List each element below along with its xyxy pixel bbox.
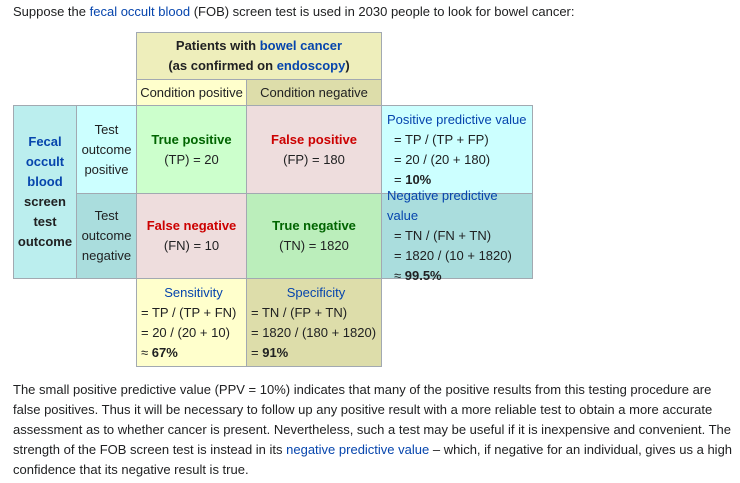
- npv-result: ≈ 99.5%: [387, 266, 442, 286]
- ppv-calc: = 20 / (20 + 180): [394, 151, 491, 167]
- outcome-word: outcome: [17, 234, 73, 249]
- npv-formula: = TN / (FN + TN): [394, 228, 492, 243]
- bowel-cancer-link[interactable]: bowel cancer: [259, 38, 343, 53]
- condition-positive-label: Condition positive: [140, 84, 243, 100]
- condition-positive-header: Condition positive: [136, 79, 247, 106]
- true-negative-label: True negative: [272, 218, 356, 233]
- condition-negative-header: Condition negative: [246, 79, 382, 106]
- test-neg-line3: negative: [81, 248, 132, 263]
- occult-link[interactable]: occult: [25, 154, 65, 169]
- false-negative-value: (FN) = 10: [163, 238, 220, 253]
- fecal-occult-blood-link[interactable]: fecal occult blood: [89, 4, 191, 19]
- ppv-result-value: 10%: [405, 171, 432, 187]
- specificity-formula: = TN / (FP + TN): [251, 304, 348, 320]
- false-positive-value: (FP) = 180: [283, 151, 345, 167]
- intro-before: Suppose the: [13, 4, 90, 19]
- header-line1-text: Patients with: [175, 38, 260, 53]
- test-outcome-positive-header: Test outcome positive: [76, 105, 137, 194]
- header-line2-text: (as confirmed on: [168, 58, 277, 73]
- condition-negative-label: Condition negative: [260, 84, 368, 100]
- patients-header-cell: Patients with bowel cancer (as confirmed…: [136, 32, 382, 80]
- test-pos-line3: positive: [84, 161, 129, 177]
- fecal-link[interactable]: Fecal: [28, 134, 62, 149]
- test-neg-line1: Test: [94, 208, 119, 223]
- false-negative-label: False negative: [146, 218, 237, 233]
- ppv-result: = 10%: [387, 170, 431, 190]
- paragraph-text-1: The small positive predictive value (PPV…: [13, 382, 732, 457]
- true-positive-label: True positive: [151, 131, 232, 147]
- paragraph-text-2: – which, if negative for an individual, …: [13, 442, 733, 477]
- specificity-result-value: 91%: [262, 344, 289, 360]
- test-outcome-negative-header: Test outcome negative: [76, 193, 137, 279]
- npv-calc: = 1820 / (10 + 1820): [394, 248, 512, 263]
- sensitivity-result-value: 67%: [151, 344, 178, 360]
- ppv-result-prefix: =: [394, 171, 406, 187]
- ppv-link[interactable]: Positive predictive value: [387, 111, 527, 127]
- specificity-result: = 91%: [251, 343, 288, 363]
- explanation-paragraph: The small positive predictive value (PPV…: [13, 380, 733, 480]
- sensitivity-link[interactable]: Sensitivity: [164, 284, 223, 300]
- test-pos-line2: outcome: [81, 141, 132, 157]
- sensitivity-calc: = 20 / (20 + 10): [141, 324, 230, 340]
- intro-text: Suppose the fecal occult blood (FOB) scr…: [13, 4, 575, 20]
- intro-after: (FOB) screen test is used in 2030 people…: [190, 4, 575, 19]
- sensitivity-cell: Sensitivity = TP / (TP + FN) = 20 / (20 …: [136, 278, 247, 367]
- false-positive-label: False positive: [271, 131, 357, 147]
- specificity-link[interactable]: Specificity: [286, 284, 346, 300]
- false-positive-cell: False positive (FP) = 180: [246, 105, 382, 194]
- false-negative-cell: False negative (FN) = 10: [136, 193, 247, 279]
- sensitivity-formula: = TP / (TP + FN): [141, 304, 237, 320]
- header-line2-suffix: ): [345, 58, 350, 73]
- ppv-cell: Positive predictive value = TP / (TP + F…: [381, 105, 533, 194]
- true-negative-cell: True negative (TN) = 1820: [246, 193, 382, 279]
- sensitivity-result-prefix: ≈: [141, 344, 152, 360]
- true-positive-cell: True positive (TP) = 20: [136, 105, 247, 194]
- sensitivity-result: ≈ 67%: [141, 343, 178, 363]
- npv-result-prefix: ≈: [394, 268, 405, 283]
- endoscopy-link[interactable]: endoscopy: [276, 58, 346, 73]
- npv-result-value: 99.5%: [404, 268, 442, 283]
- true-negative-value: (TN) = 1820: [279, 238, 349, 253]
- specificity-cell: Specificity = TN / (FP + TN) = 1820 / (1…: [246, 278, 382, 367]
- negative-predictive-value-link[interactable]: negative predictive value: [286, 442, 430, 457]
- ppv-formula: = TP / (TP + FP): [394, 131, 489, 147]
- blood-link[interactable]: blood: [27, 174, 63, 189]
- screen-word: screen: [24, 194, 66, 209]
- test-neg-line2: outcome: [81, 228, 132, 243]
- test-word: test: [33, 214, 57, 229]
- npv-link[interactable]: Negative predictive value: [387, 188, 498, 223]
- fob-row-header: Fecal occult blood screen test outcome: [13, 105, 77, 279]
- specificity-calc: = 1820 / (180 + 1820): [251, 324, 377, 340]
- true-positive-value: (TP) = 20: [164, 151, 219, 167]
- test-pos-line1: Test: [94, 121, 119, 137]
- specificity-result-prefix: =: [251, 344, 263, 360]
- npv-cell: Negative predictive value = TN / (FN + T…: [381, 188, 533, 283]
